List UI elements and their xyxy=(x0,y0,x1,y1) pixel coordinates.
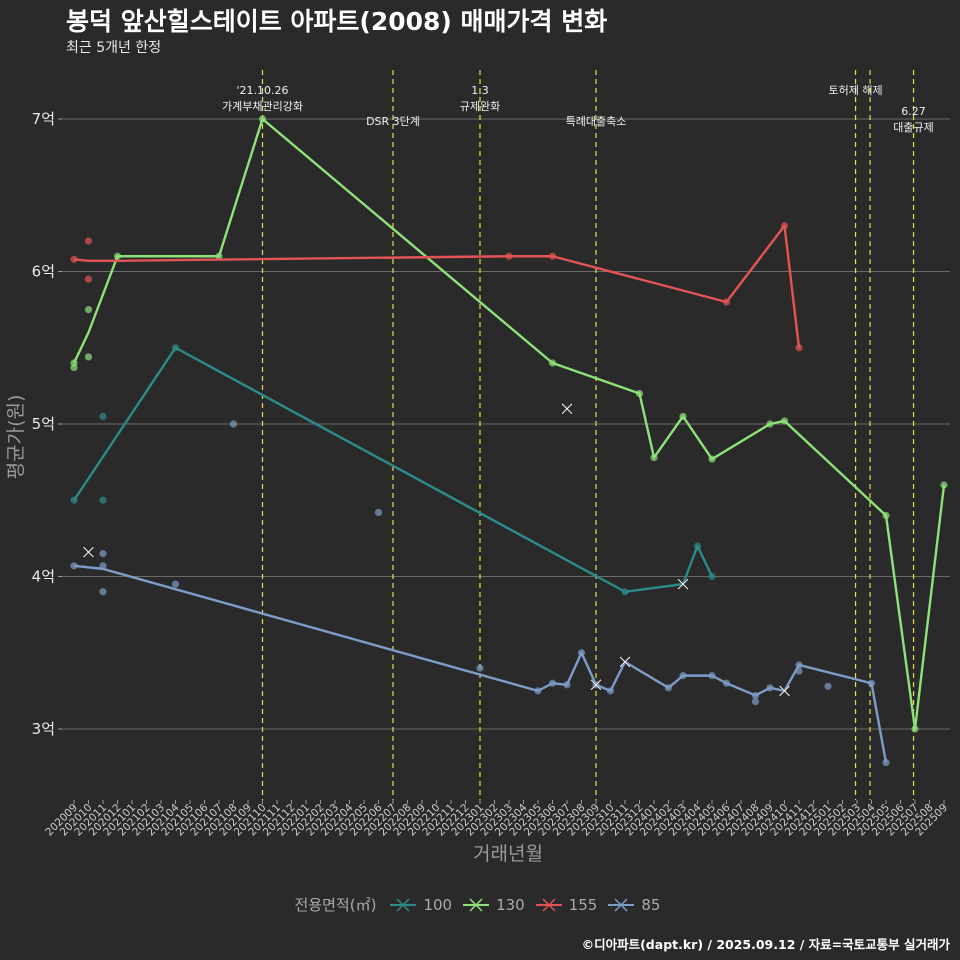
data-point xyxy=(374,508,383,517)
legend-label-130: 130 xyxy=(496,895,525,914)
series-line xyxy=(73,346,714,593)
event-label: '21.10.26 xyxy=(236,84,288,97)
series-line xyxy=(73,224,801,348)
chart-subtitle: 최근 5개년 한정 xyxy=(66,40,162,56)
data-point xyxy=(882,758,890,767)
series-line xyxy=(72,117,946,731)
y-tick-label: 4억 xyxy=(32,568,55,586)
legend-cross xyxy=(542,897,556,912)
legend-label-100: 100 xyxy=(423,895,453,914)
legend-item-130: 130 xyxy=(462,895,525,915)
cross-marker xyxy=(778,684,791,698)
series-155 xyxy=(70,222,803,352)
data-point xyxy=(229,420,238,428)
legend-item-85: 85 xyxy=(607,895,660,915)
cross-marker xyxy=(589,678,603,692)
data-point xyxy=(99,588,107,596)
legend: 전용면적(㎡) 100 130 155 85 xyxy=(0,894,960,915)
legend-key-130 xyxy=(463,897,490,912)
y-axis-title: 평균가(원) xyxy=(5,395,27,480)
event-label: 대출규제 xyxy=(893,121,933,134)
cross-marker xyxy=(618,655,632,669)
cross-stroke xyxy=(677,578,689,590)
data-point xyxy=(171,580,180,588)
legend-cross xyxy=(614,897,628,912)
source-caption: ©디아파트(dapt.kr) / 2025.09.12 / 자료=국토교통부 실… xyxy=(581,937,950,952)
cross-stroke xyxy=(561,403,573,415)
event-label: 1.3 xyxy=(471,84,489,97)
data-point xyxy=(99,412,107,420)
legend-title: 전용면적(㎡) xyxy=(294,896,377,914)
legend-cross xyxy=(469,897,483,912)
data-point xyxy=(476,664,484,672)
data-point xyxy=(84,237,93,245)
data-point xyxy=(99,496,107,504)
x-axis-title: 거래년월 xyxy=(473,843,543,865)
data-point xyxy=(824,682,832,690)
legend-item-100: 100 xyxy=(389,895,452,915)
data-point xyxy=(70,363,78,372)
data-point xyxy=(84,275,93,283)
data-point xyxy=(84,353,93,361)
y-tick-label: 7억 xyxy=(32,110,55,128)
event-label: 특례대출축소 xyxy=(566,115,627,128)
cross-stroke xyxy=(590,679,602,691)
legend-key-155 xyxy=(535,897,562,912)
legend-cross xyxy=(396,897,410,912)
series-85 xyxy=(70,420,890,767)
series-100 xyxy=(70,344,716,596)
cross-marker xyxy=(560,402,574,416)
data-point xyxy=(99,550,107,558)
cross-stroke xyxy=(619,656,631,668)
event-label: 가계부채관리강화 xyxy=(222,100,303,113)
legend-label-155: 155 xyxy=(568,895,598,914)
event-label: 6.27 xyxy=(901,105,926,118)
event-label: DSR 3단계 xyxy=(366,115,420,128)
cross-marker xyxy=(676,577,690,591)
legend-label-85: 85 xyxy=(641,895,661,914)
event-label: 토허제 해제 xyxy=(828,83,882,97)
y-tick-label: 3억 xyxy=(32,720,55,738)
cross-marker xyxy=(82,545,95,559)
chart-title: 봉덕 앞산힐스테이트 아파트(2008) 매매가격 변화 xyxy=(66,7,608,36)
cross-stroke xyxy=(779,685,790,697)
y-tick-label: 5억 xyxy=(32,415,55,433)
cross-stroke xyxy=(83,546,94,558)
y-tick-label: 6억 xyxy=(32,263,55,281)
legend-key-100 xyxy=(390,897,417,912)
data-point xyxy=(751,697,760,706)
series-130 xyxy=(70,115,948,733)
data-point xyxy=(84,306,93,314)
event-label: 규제완화 xyxy=(460,100,500,113)
legend-key-85 xyxy=(608,897,635,912)
legend-item-155: 155 xyxy=(535,895,598,915)
